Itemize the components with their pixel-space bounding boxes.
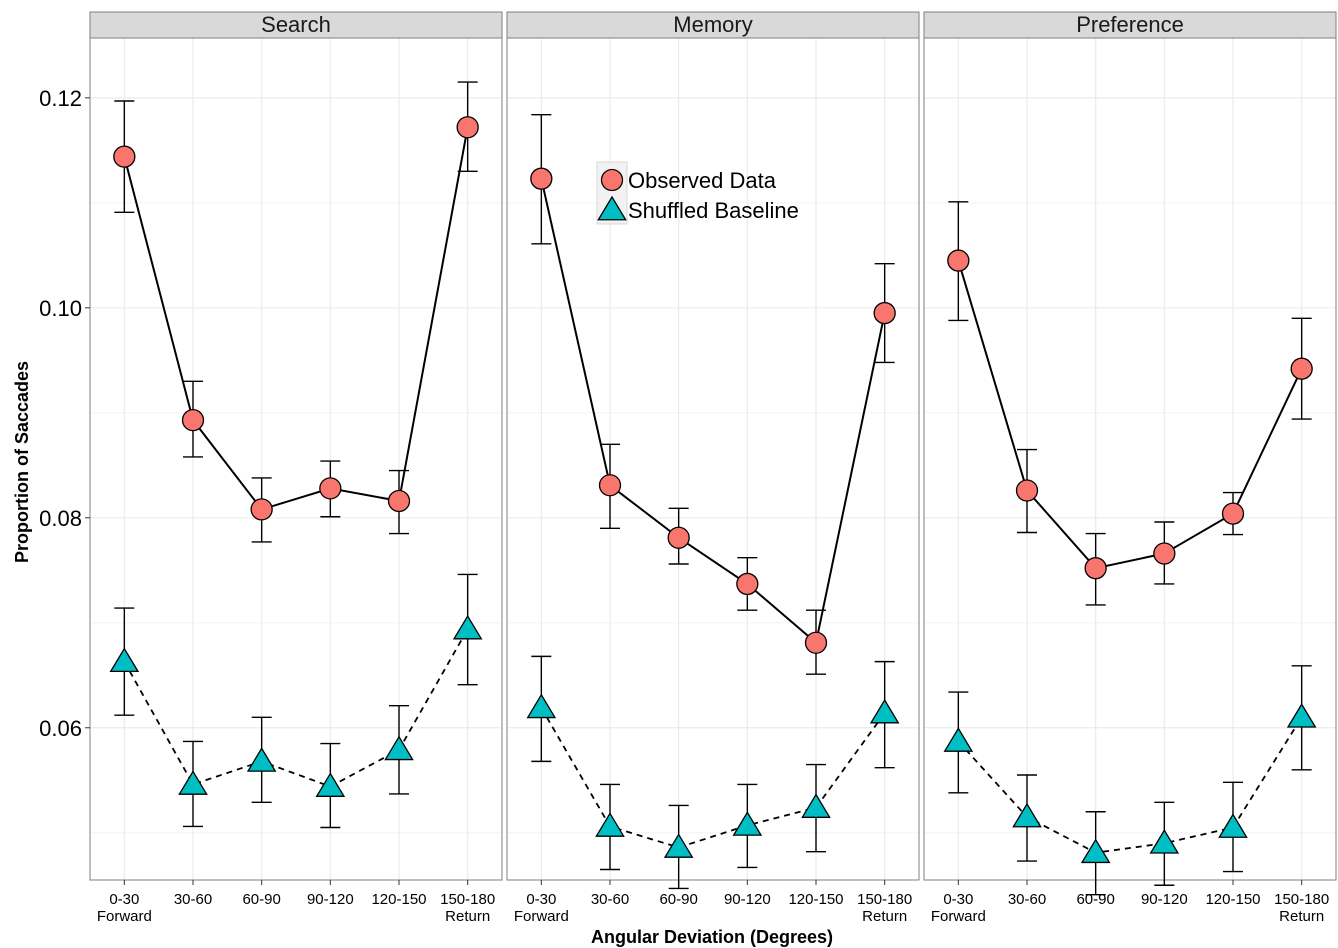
panel-border: [89, 37, 503, 881]
observed-point: [736, 572, 759, 596]
y-axis: 0.06 0.08 0.10 0.12: [39, 86, 90, 741]
observed-point: [181, 409, 205, 432]
x-tick-label: 90-120: [724, 891, 771, 908]
y-tick-label: 0.06: [39, 716, 82, 741]
baseline-point: [1286, 703, 1317, 728]
x-tick-label: 60-90: [659, 891, 697, 908]
panel-background: [924, 38, 1336, 880]
baseline-point: [452, 614, 483, 640]
observed-point: [804, 631, 828, 654]
observed-point: [387, 489, 411, 513]
baseline-point: [526, 693, 557, 719]
baseline-point: [801, 793, 831, 818]
baseline-point: [595, 812, 625, 837]
y-tick-label: 0.08: [39, 506, 82, 531]
baseline-line: [540, 707, 886, 849]
x-tick-sublabel: Forward: [97, 908, 152, 925]
observed-point: [667, 526, 690, 549]
observed-point: [113, 145, 136, 168]
baseline-line: [123, 628, 469, 788]
baseline-point: [109, 647, 140, 673]
x-axis-title: Angular Deviation (Degrees): [591, 927, 833, 947]
x-tick-label: 60-90: [242, 891, 280, 908]
observed-point: [456, 116, 479, 139]
x-tick-sublabel: Forward: [931, 908, 986, 925]
observed-point: [873, 301, 896, 325]
x-tick-label: 120-150: [788, 891, 843, 908]
observed-point: [1084, 557, 1107, 580]
observed-line: [540, 178, 886, 645]
baseline-point: [663, 833, 694, 858]
x-tick-sublabel: Return: [1279, 908, 1324, 925]
y-tick-label: 0.10: [39, 296, 82, 321]
observed-point: [1153, 542, 1176, 565]
strip-header: [506, 11, 920, 39]
x-tick-sublabel: Return: [445, 908, 490, 925]
baseline-line: [957, 716, 1303, 854]
series-shuffled-baseline: [943, 665, 1317, 896]
baseline-point: [943, 727, 974, 752]
baseline-point: [1218, 813, 1248, 838]
legend-baseline-key: [597, 195, 627, 221]
baseline-point: [1149, 828, 1180, 854]
x-tick-label: 30-60: [591, 891, 629, 908]
series-observed-data: [530, 113, 896, 675]
baseline-point: [1080, 838, 1111, 864]
baseline-point: [869, 698, 900, 724]
x-tick-label: 150-180: [1274, 891, 1329, 908]
observed-point: [1015, 479, 1039, 502]
observed-line: [957, 260, 1303, 570]
x-tick-label: 90-120: [307, 891, 354, 908]
x-tick-label: 0-30: [943, 891, 973, 908]
baseline-point: [732, 811, 763, 836]
y-tick-label: 0.12: [39, 86, 82, 111]
observed-point: [1290, 357, 1313, 380]
panel-border: [923, 37, 1337, 881]
legend: Observed Data Shuffled Baseline: [596, 161, 799, 225]
series-shuffled-baseline: [109, 573, 483, 829]
x-tick-label: 150-180: [440, 891, 495, 908]
panel-title: Search: [261, 12, 331, 37]
x-tick-label: 120-150: [1205, 891, 1260, 908]
x-tick-label: 30-60: [174, 891, 212, 908]
observed-point: [250, 498, 273, 521]
panel-background: [507, 38, 919, 880]
panel-title: Memory: [673, 12, 752, 37]
x-tick-label: 120-150: [371, 891, 426, 908]
panel-background: [90, 38, 502, 880]
observed-point: [319, 477, 342, 500]
x-tick-sublabel: Forward: [514, 908, 569, 925]
x-tick-label: 30-60: [1008, 891, 1046, 908]
legend-observed-key: [600, 168, 624, 192]
series-observed-data: [947, 201, 1313, 606]
series-shuffled-baseline: [526, 655, 900, 890]
baseline-point: [246, 747, 277, 772]
observed-point: [598, 474, 622, 497]
y-axis-title: Proportion of Saccades: [12, 361, 32, 563]
x-tick-label: 0-30: [526, 891, 556, 908]
x-tick-label: 90-120: [1141, 891, 1188, 908]
x-tick-label: 150-180: [857, 891, 912, 908]
baseline-point: [178, 770, 208, 795]
panel-title: Preference: [1076, 12, 1184, 37]
legend-baseline-label: Shuffled Baseline: [628, 198, 799, 223]
strip-header: [89, 11, 503, 39]
x-tick-sublabel: Return: [862, 908, 907, 925]
observed-line: [123, 127, 469, 511]
baseline-point: [1012, 802, 1042, 828]
panel-border: [506, 37, 920, 881]
baseline-point: [384, 735, 414, 761]
x-tick-label: 0-30: [109, 891, 139, 908]
series-observed-data: [113, 81, 479, 543]
observed-point: [530, 167, 553, 190]
observed-point: [947, 249, 970, 272]
baseline-point: [315, 772, 346, 797]
observed-point: [1221, 502, 1245, 525]
legend-observed-label: Observed Data: [628, 168, 777, 193]
